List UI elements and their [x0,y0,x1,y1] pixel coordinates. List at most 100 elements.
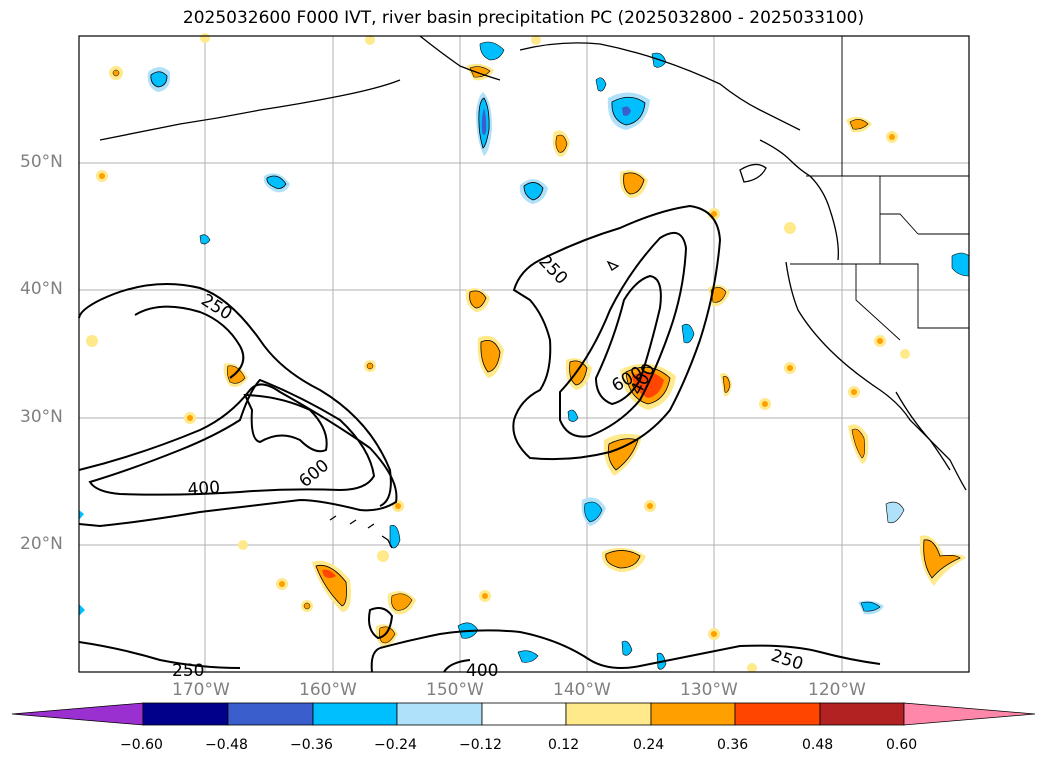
positive-pc-blob [851,428,865,459]
lon-label: 150°W [426,680,484,700]
lat-label: 40°N [20,279,63,299]
positive-pc-blob [366,362,374,370]
positive-pc-blob [851,389,857,395]
colorbar-tick-label: −0.48 [205,737,248,753]
contour-label: 250 [172,661,204,681]
negative-pc-blob [607,92,650,130]
negative-pc-blob [595,77,607,92]
colorbar-tick-label: 0.48 [802,737,834,753]
positive-pc-blob [711,211,717,217]
positive-pc-blob [762,401,768,407]
colorbar-tick-label: −0.36 [290,737,333,753]
positive-pc-blob [601,547,646,572]
positive-pc-blob [187,415,193,421]
ivt-contour-400 [134,305,245,379]
lon-label: 130°W [680,680,738,700]
positive-pc-blob [377,550,389,562]
positive-pc-blob [787,365,793,371]
colorbar-tick-label: 0.36 [717,737,749,753]
negative-pc-blob [885,501,905,524]
negative-pc-blob [199,234,211,245]
ivt-contour-400 [559,231,688,438]
colorbar-bin [227,702,314,726]
colorbar [11,702,1036,726]
lat-label: 50°N [20,152,63,172]
ivt-contour-250 [99,283,392,507]
ivt-contour-600 [243,393,328,453]
colorbar-bin [565,702,652,726]
contour-label: 250 [534,252,571,289]
positive-pc-blob [365,35,375,45]
positive-pc-blob [900,349,910,359]
precip-pc-blobs [79,33,970,673]
positive-pc-blob [227,365,246,384]
positive-pc-blob [747,663,757,673]
island [606,260,620,271]
negative-pc-blob [951,252,970,277]
positive-pc-blob [303,602,311,610]
negative-pc-blob [567,409,579,422]
negative-pc-blob [517,650,539,663]
positive-pc-blob [889,134,895,140]
us-west-coast [785,261,967,491]
baja [895,391,951,471]
colorbar-bin [312,702,398,726]
map-frame [78,35,970,673]
ivt-contour-250 [78,383,398,528]
positive-pc-blob [279,581,285,587]
lat-label: 30°N [20,407,63,427]
positive-pc-blob [391,593,413,611]
positive-pc-blob [555,134,568,153]
negative-pc-blob [860,601,881,612]
ivt-contour-600 [594,274,662,406]
positive-pc-blob [312,560,351,612]
lon-label: 140°W [553,680,611,700]
negative-pc-blob [584,501,603,523]
contour-labels: 250 250 400 600 250 600 400 250 400 [172,252,806,681]
positive-pc-blob [711,631,717,637]
graticule [79,36,969,672]
ivt-contour-250 [512,204,722,461]
coastlines [99,35,967,549]
negative-pc-blob [621,640,633,656]
positive-pc-blob [531,35,541,45]
colorbar-tick-label: 0.60 [886,737,918,753]
positive-pc-blob [465,288,490,312]
hawaii [329,515,393,549]
positive-pc-blob [469,66,491,78]
ivt-contours [78,204,881,673]
positive-pc-blob [99,173,105,179]
colorbar-bin [650,702,736,726]
ivt-contour-400 [88,378,376,496]
colorbar-bin [396,702,483,726]
negative-pc-blob [79,604,85,616]
colorbar-extend-high [903,702,1036,726]
positive-pc-blob [565,358,592,390]
positive-pc-blob [603,433,642,476]
aleutians [99,79,401,141]
negative-pc-blob [479,41,505,61]
positive-pc-blob [395,503,401,509]
ivt-contour-400 [370,647,381,673]
ivt-contour-250 [78,641,241,669]
ivt-contour-250 [443,659,471,673]
positive-pc-blob [112,69,120,77]
ivt-contour-250 [78,299,101,319]
positive-pc-blob [710,287,727,303]
positive-pc-blob [86,335,98,347]
positive-pc-blob [619,170,648,198]
alaska-coast [519,42,801,131]
island [739,163,767,183]
lat-label: 20°N [20,534,63,554]
positive-pc-blob [877,338,883,344]
lon-label: 120°W [808,680,866,700]
positive-pc-blob [784,222,796,234]
positive-pc-blob [647,503,653,509]
lon-label: 170°W [172,680,230,700]
colorbar-bin [734,702,821,726]
colorbar-tick-label: −0.12 [459,737,502,753]
negative-pc-blob [519,179,548,204]
colorbar-bin [481,702,567,726]
ivt-contour-400 [379,629,881,669]
